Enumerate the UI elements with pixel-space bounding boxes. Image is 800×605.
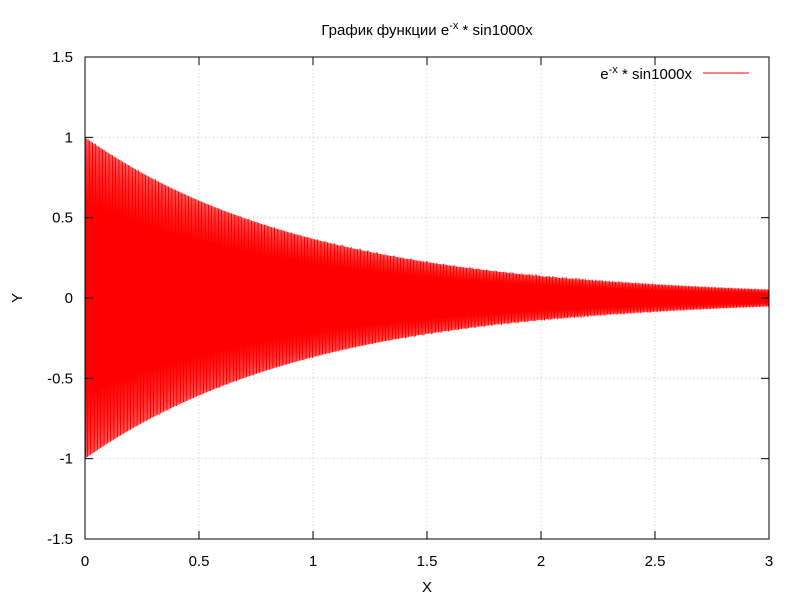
legend-entry-label: e-x * sin1000x [600, 64, 692, 83]
y-tick-labels: -1.5 -1 -0.5 0 0.5 1 1.5 [47, 49, 73, 548]
legend-label-suffix: * sin1000x [618, 66, 693, 83]
y-tick-label: 0.5 [52, 210, 73, 227]
legend: e-x * sin1000x [600, 64, 749, 83]
x-tick-label: 1 [309, 553, 317, 570]
chart-title: График функции e-x * sin1000x [321, 20, 533, 39]
legend-label-prefix: e [600, 66, 608, 83]
chart-title-suffix: * sin1000x [458, 22, 533, 39]
y-tick-label: -1.5 [47, 531, 73, 548]
x-tick-label: 2 [537, 553, 545, 570]
x-tick-label: 0.5 [189, 553, 210, 570]
x-tick-labels: 0 0.5 1 1.5 2 2.5 3 [81, 553, 773, 570]
y-tick-label: -0.5 [47, 370, 73, 387]
y-axis-label: Y [9, 293, 26, 303]
legend-label-sup: -x [609, 64, 619, 76]
x-tick-label: 2.5 [645, 553, 666, 570]
y-tick-label: 0 [65, 290, 73, 307]
x-tick-label: 0 [81, 553, 89, 570]
x-tick-label: 3 [765, 553, 773, 570]
y-tick-label: 1 [65, 129, 73, 146]
series-layer [84, 137, 770, 458]
y-tick-label: -1 [60, 451, 73, 468]
y-tick-label: 1.5 [52, 49, 73, 66]
x-axis-label: X [422, 579, 432, 596]
plot-frame [84, 56, 770, 540]
chart-title-sup: -x [449, 20, 459, 32]
x-tick-label: 1.5 [417, 553, 438, 570]
chart-title-prefix: График функции e [321, 22, 449, 39]
series-line [84, 137, 770, 458]
